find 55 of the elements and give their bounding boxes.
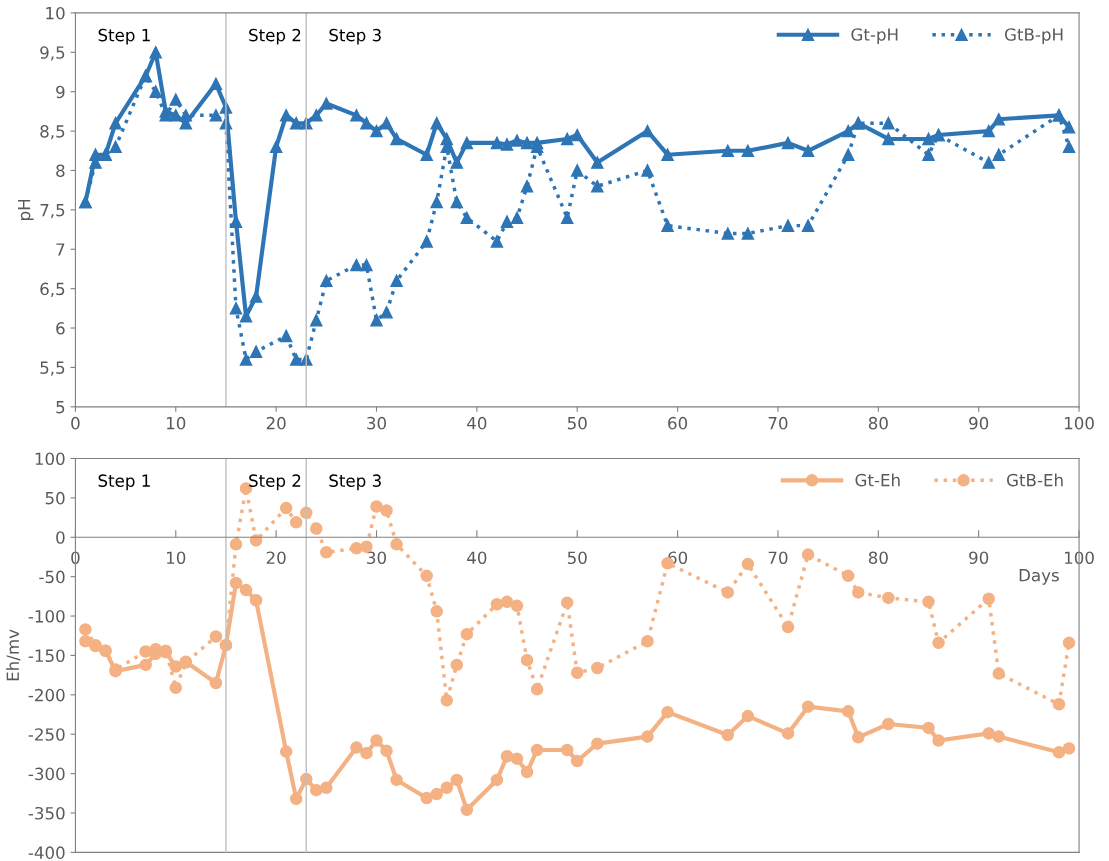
x-tick-label: 80 — [868, 551, 888, 565]
x-tick-label: 10 — [167, 416, 186, 430]
y-tick-label: 6,5 — [40, 282, 65, 297]
x-tick-label: 50 — [567, 551, 587, 565]
x-tick-label: 80 — [868, 416, 888, 430]
annotation: Step 1 — [98, 28, 150, 45]
y-tick-label: -150 — [28, 649, 65, 663]
y-tick-label: 5 — [56, 401, 65, 414]
legend-label: Gt-Eh — [855, 473, 900, 487]
annotation: Step 2 — [249, 474, 301, 491]
annotation: Step 3 — [329, 28, 381, 45]
x-tick-label: 90 — [969, 551, 989, 565]
legend-label: GtB-pH — [1004, 28, 1063, 45]
legend-label: Gt-pH — [851, 28, 898, 45]
y-tick-label: -250 — [28, 728, 65, 741]
x-tick-label: 50 — [567, 416, 587, 430]
x-tick-label: 100 — [1064, 416, 1094, 430]
y-tick-label: -50 — [39, 570, 65, 584]
x-tick-label: 90 — [969, 416, 989, 430]
x-tick-label: 70 — [768, 551, 788, 565]
legend-label: GtB-Eh — [1007, 473, 1063, 487]
x-tick-label: 0 — [71, 416, 80, 430]
x-tick-label: 40 — [467, 551, 487, 565]
annotation: Step 1 — [98, 474, 150, 491]
y-tick-label: 9 — [56, 85, 65, 99]
y-tick-label: -350 — [28, 806, 65, 820]
x-tick-label: 40 — [467, 416, 487, 430]
y-tick-label: 6 — [56, 322, 65, 335]
y-axis-title: pH — [18, 199, 34, 220]
x-tick-label: 60 — [668, 416, 688, 430]
y-tick-label: -300 — [28, 767, 65, 781]
y-tick-label: 9,5 — [40, 46, 65, 61]
y-tick-label: 8 — [56, 164, 65, 178]
y-tick-label: -400 — [28, 846, 65, 859]
y-tick-label: 50 — [45, 491, 65, 505]
x-tick-label: 70 — [768, 416, 788, 430]
y-tick-label: 100 — [35, 452, 65, 466]
annotation: Step 3 — [329, 474, 381, 491]
y-tick-label: 8,5 — [40, 125, 65, 140]
y-tick-label: 7 — [56, 243, 65, 256]
x-tick-label: 20 — [266, 416, 286, 430]
x-tick-label: 10 — [167, 551, 186, 565]
y-tick-label: -100 — [28, 610, 65, 623]
x-tick-label: 30 — [367, 416, 386, 430]
x-axis-title: Days — [1019, 569, 1059, 585]
y-tick-label: 0 — [56, 531, 65, 544]
y-axis-title: Eh/mv — [6, 629, 21, 681]
y-tick-label: 5,5 — [40, 361, 65, 376]
y-tick-label: -200 — [28, 688, 65, 702]
y-tick-label: 10 — [46, 6, 65, 20]
x-tick-label: 20 — [266, 551, 286, 565]
x-tick-label: 30 — [367, 551, 386, 565]
x-tick-label: 100 — [1064, 551, 1094, 565]
annotation: Step 2 — [249, 28, 301, 45]
y-tick-label: 7,5 — [40, 204, 65, 219]
